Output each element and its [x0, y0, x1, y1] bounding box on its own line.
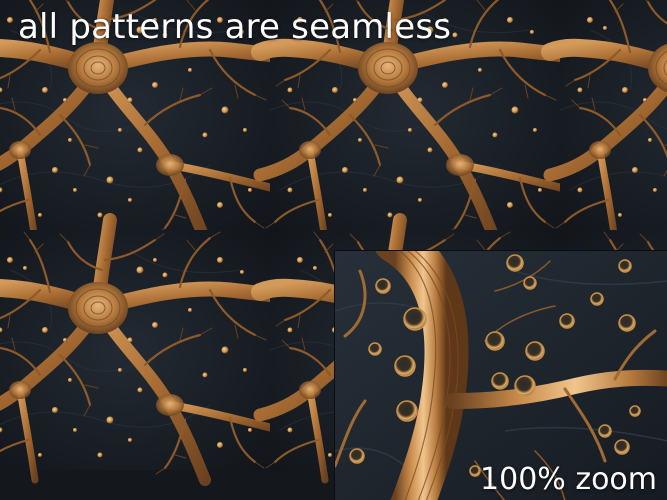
zoom-level-label: 100% zoom: [480, 462, 657, 497]
zoomed-pattern-detail: [335, 251, 667, 500]
zoom-detail-panel: 100% zoom: [334, 250, 667, 500]
seamless-caption: all patterns are seamless: [18, 7, 452, 47]
